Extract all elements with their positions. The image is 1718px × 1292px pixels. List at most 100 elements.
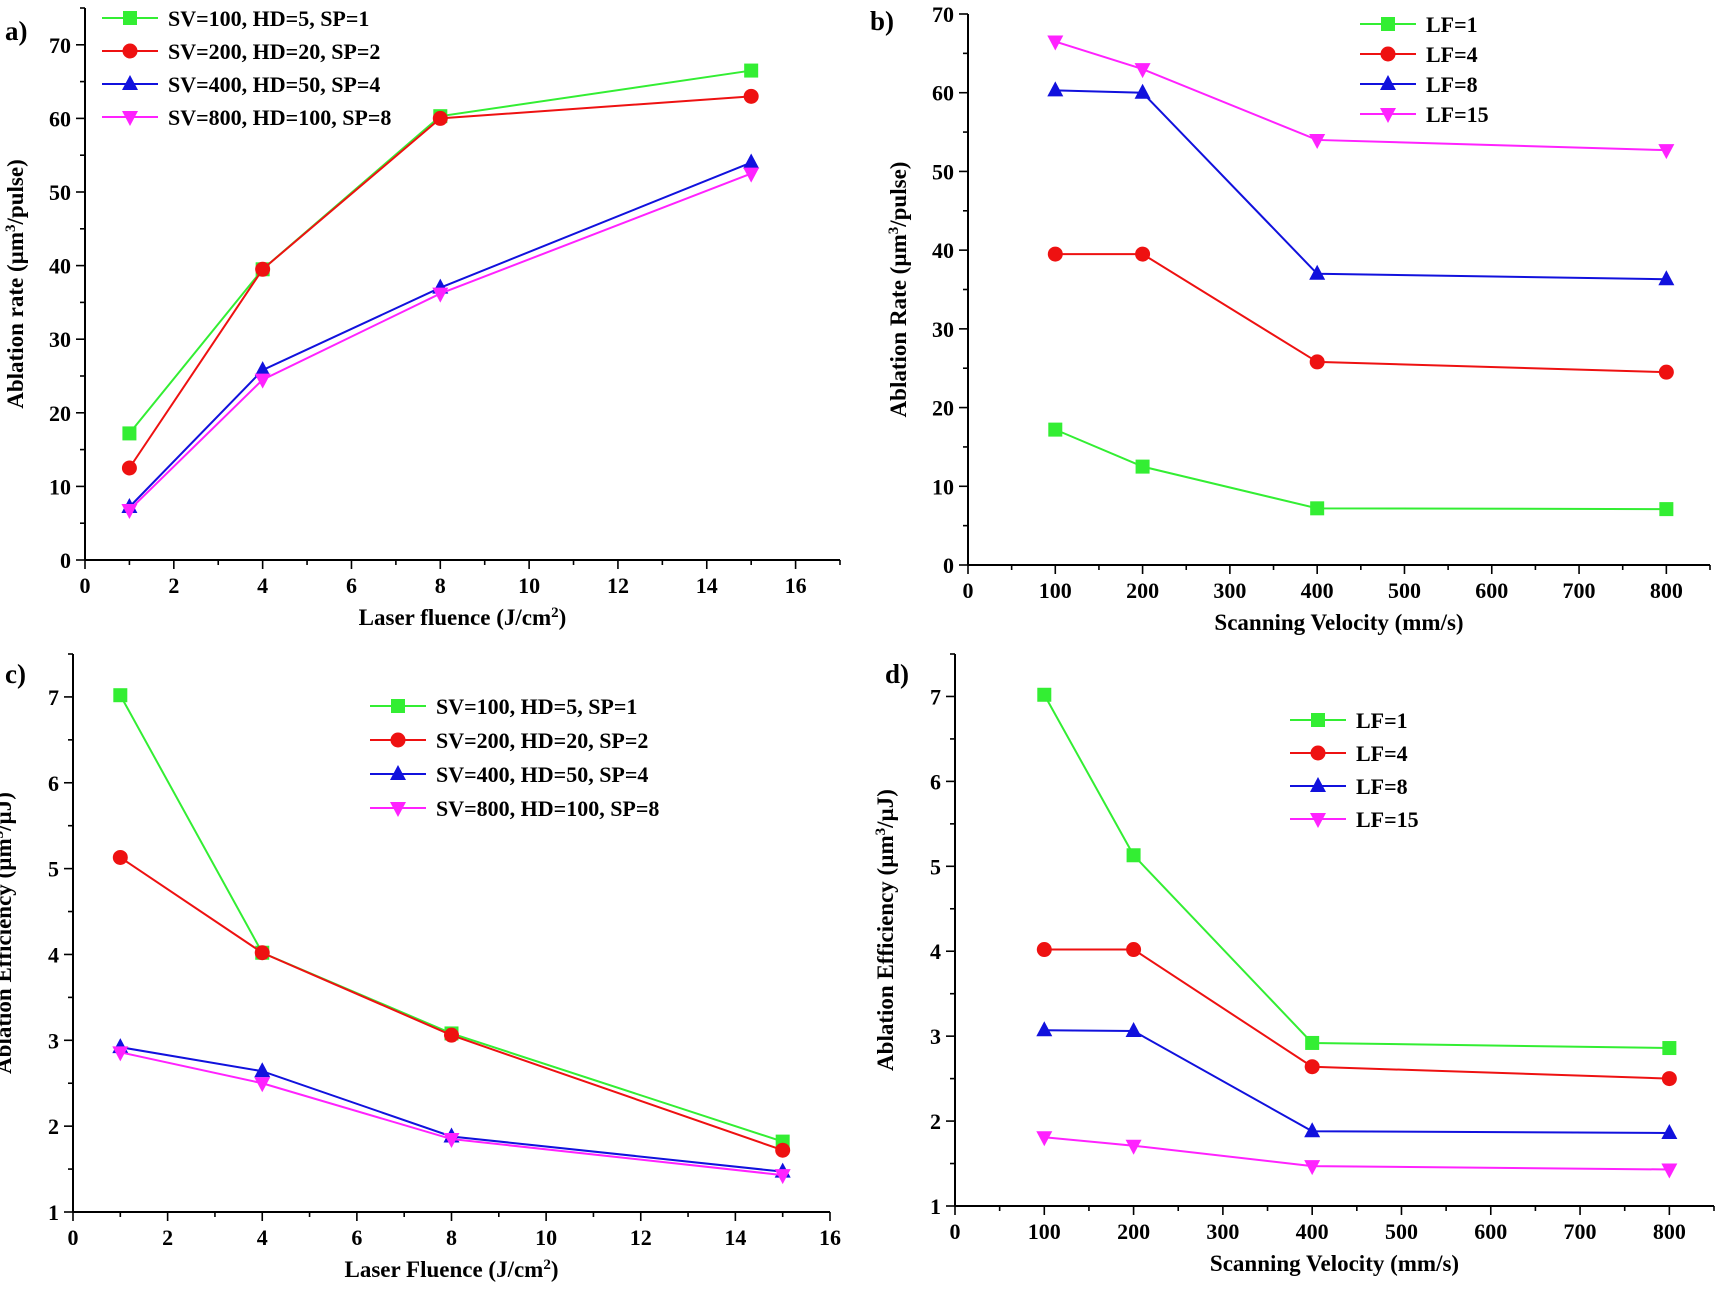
panel-label: c) <box>5 659 26 689</box>
x-tick-label: 14 <box>724 1225 746 1250</box>
legend-entry: SV=800, HD=100, SP=8 <box>168 105 391 130</box>
legend-entry: SV=400, HD=50, SP=4 <box>168 72 380 97</box>
x-tick-label: 800 <box>1653 1219 1686 1244</box>
series-line-0 <box>1054 428 1667 511</box>
legend-marker <box>391 699 405 713</box>
legend-marker <box>1310 813 1326 828</box>
series-line-1 <box>1044 948 1670 1080</box>
x-tick-label: 700 <box>1563 578 1596 603</box>
data-point-3-0 <box>1047 35 1064 51</box>
y-tick-label: 3 <box>930 1024 941 1049</box>
data-point-1-3 <box>743 88 759 104</box>
series-line-2 <box>120 1046 783 1173</box>
x-tick-label: 400 <box>1296 1219 1329 1244</box>
data-point-0-2 <box>1310 501 1325 516</box>
y-axis-label: Ablation Rate (µm3/pulse) <box>886 162 911 418</box>
legend-marker <box>1310 745 1326 761</box>
series-line-2 <box>128 161 752 508</box>
data-point-1-0 <box>121 460 137 476</box>
y-tick-label: 5 <box>930 854 941 879</box>
legend-entry: SV=800, HD=100, SP=8 <box>436 796 659 821</box>
y-axis-label: Ablation Efficiency (µm3/µJ) <box>873 789 898 1071</box>
y-tick-label: 2 <box>930 1109 941 1134</box>
data-point-3-2 <box>432 287 449 303</box>
data-point-1-3 <box>1661 1071 1677 1087</box>
data-point-3-2 <box>1309 133 1326 149</box>
x-tick-label: 0 <box>963 578 974 603</box>
legend-entry: LF=1 <box>1356 708 1408 733</box>
legend-entry: LF=1 <box>1426 12 1478 37</box>
data-point-1-1 <box>254 945 270 961</box>
legend-marker <box>1310 777 1326 792</box>
legend-marker <box>1381 17 1395 31</box>
y-tick-label: 1 <box>930 1194 941 1219</box>
data-point-3-1 <box>254 1077 271 1093</box>
series-line-2 <box>1044 1029 1670 1134</box>
x-tick-label: 600 <box>1474 1219 1507 1244</box>
legend-marker <box>390 765 406 780</box>
y-tick-label: 7 <box>930 684 941 709</box>
y-tick-label: 60 <box>49 106 71 131</box>
legend-marker <box>122 111 138 126</box>
y-tick-label: 4 <box>930 939 941 964</box>
data-point-2-3 <box>743 153 760 169</box>
legend-marker <box>390 802 406 817</box>
data-point-3-1 <box>1134 63 1151 79</box>
data-point-3-2 <box>1304 1160 1321 1176</box>
y-tick-label: 0 <box>60 548 71 573</box>
y-tick-label: 2 <box>48 1114 59 1139</box>
data-point-3-3 <box>1661 1163 1678 1179</box>
data-point-1-2 <box>444 1027 459 1043</box>
x-tick-label: 400 <box>1301 578 1334 603</box>
series-line-1 <box>1055 253 1667 374</box>
data-point-3-3 <box>774 1169 791 1185</box>
legend-entry: SV=200, HD=20, SP=2 <box>436 728 648 753</box>
y-tick-label: 7 <box>48 685 59 710</box>
x-tick-label: 2 <box>162 1225 173 1250</box>
x-tick-label: 600 <box>1475 578 1508 603</box>
data-point-2-1 <box>1125 1022 1142 1038</box>
panel-label: a) <box>5 16 28 46</box>
legend-entry: SV=200, HD=20, SP=2 <box>168 39 380 64</box>
x-tick-label: 12 <box>630 1225 652 1250</box>
data-point-1-1 <box>1135 246 1151 262</box>
legend-entry: LF=4 <box>1356 741 1408 766</box>
data-point-3-0 <box>121 503 138 519</box>
data-point-0-0 <box>1037 687 1052 702</box>
data-point-2-1 <box>254 361 271 377</box>
panel-a: 0 2 4 6 8 10 12 14 16 0 10 20 30 40 50 60 70 Laser fluenc… <box>3 6 841 630</box>
x-tick-label: 4 <box>257 1225 268 1250</box>
x-tick-label: 100 <box>1028 1219 1061 1244</box>
series-line-1 <box>119 856 784 1152</box>
y-tick-label: 10 <box>932 474 954 499</box>
series-line-3 <box>120 1051 783 1177</box>
x-axis-label: Scanning Velocity (mm/s) <box>1210 1251 1459 1276</box>
x-tick-label: 200 <box>1117 1219 1150 1244</box>
x-tick-label: 8 <box>435 573 446 598</box>
data-point-3-3 <box>1658 144 1675 160</box>
x-tick-label: 2 <box>168 573 179 598</box>
data-point-2-0 <box>1047 81 1064 97</box>
x-tick-label: 4 <box>257 573 268 598</box>
data-point-2-2 <box>1309 264 1326 280</box>
x-tick-label: 100 <box>1039 578 1072 603</box>
data-point-2-3 <box>1658 270 1675 286</box>
legend-marker <box>122 75 138 90</box>
y-tick-label: 40 <box>49 254 71 279</box>
legend-marker <box>1380 46 1396 62</box>
x-tick-label: 300 <box>1213 578 1246 603</box>
data-point-2-0 <box>1036 1021 1053 1037</box>
x-tick-label: 6 <box>351 1225 362 1250</box>
legend: SV=100, HD=5, SP=1 SV=200, HD=20, SP=2 SV=… <box>370 694 659 821</box>
y-tick-label: 40 <box>932 238 954 263</box>
x-axis-label: Scanning Velocity (mm/s) <box>1214 610 1463 635</box>
data-point-3-1 <box>1125 1139 1142 1155</box>
y-tick-label: 50 <box>49 180 71 205</box>
y-tick-label: 4 <box>48 942 59 967</box>
x-axis-label: Laser fluence (J/cm2) <box>359 605 567 630</box>
data-point-0-3 <box>1659 502 1674 517</box>
x-tick-label: 14 <box>696 573 718 598</box>
legend-entry: LF=8 <box>1356 774 1408 799</box>
y-tick-label: 50 <box>932 159 954 184</box>
